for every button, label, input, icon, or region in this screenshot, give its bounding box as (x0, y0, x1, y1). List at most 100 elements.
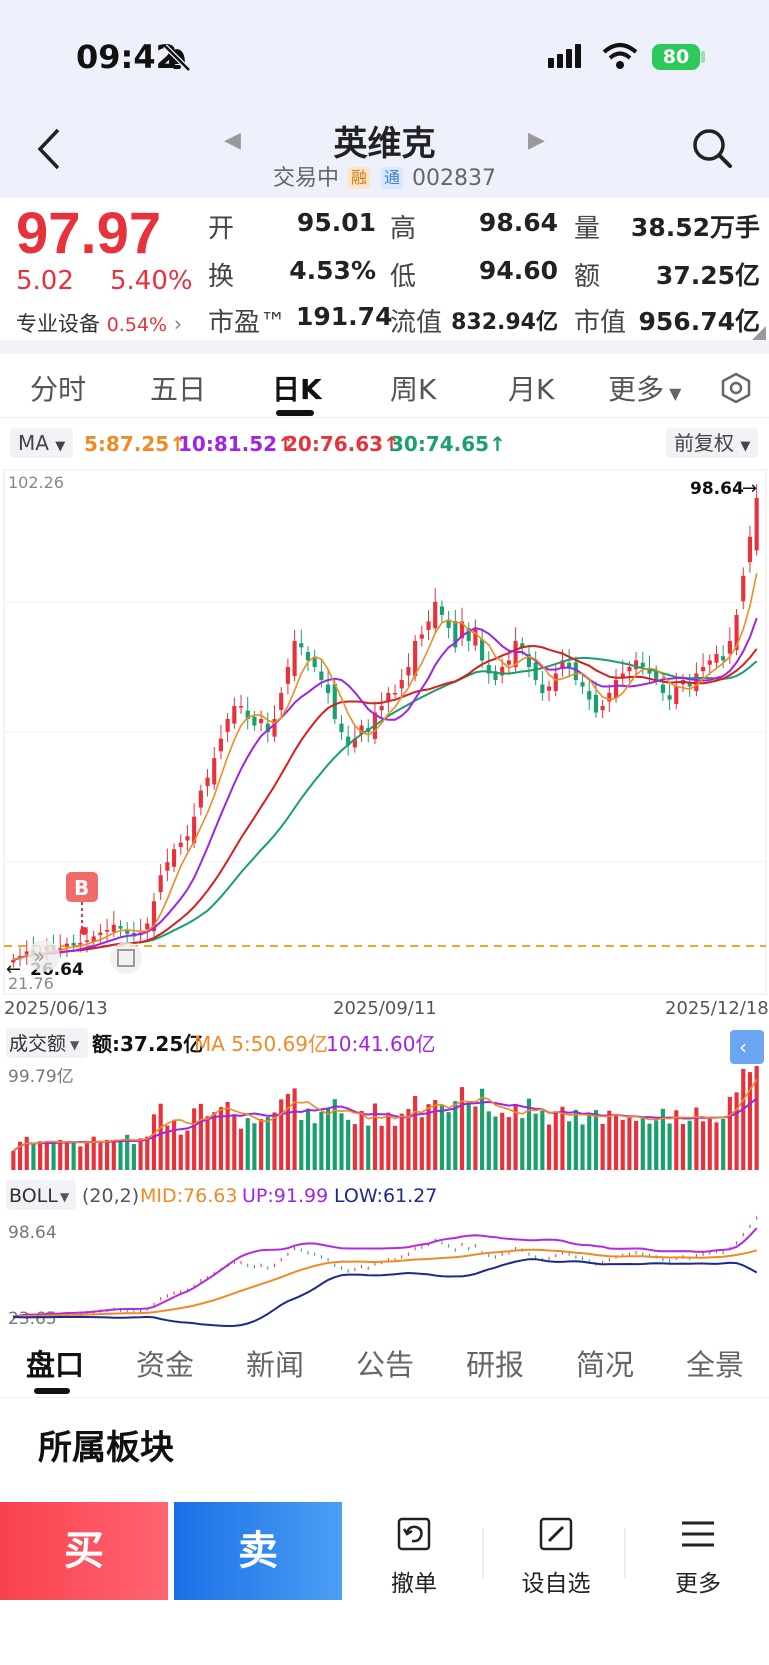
volume-ma10-line (12, 1097, 758, 1152)
candle-body (326, 684, 331, 694)
more-button[interactable]: 更多 (648, 1514, 748, 1598)
settings-hexagon-icon[interactable] (720, 372, 752, 404)
tab-overview[interactable]: 全景 (686, 1348, 745, 1382)
candle-body (486, 665, 491, 674)
adjust-selector[interactable]: 前复权 ▼ (666, 428, 759, 458)
volume-bar (747, 1072, 753, 1170)
candle-body (151, 901, 157, 932)
candle-body (466, 628, 471, 641)
volume-bar (533, 1113, 538, 1170)
tab-daily-k[interactable]: 日K (272, 373, 322, 406)
candle-body (500, 666, 505, 676)
volume-chart[interactable]: 成交额 ▼ 额:37.25亿 MA 5:50.69亿 10:41.60亿 ‹ 9… (0, 1024, 769, 1174)
fullscreen-button[interactable] (110, 942, 142, 974)
tab-monthly-k[interactable]: 月K (508, 373, 555, 406)
cancel-order-button[interactable]: 撤单 (364, 1514, 464, 1598)
tab-announcements[interactable]: 公告 (356, 1348, 415, 1382)
tab-more[interactable]: 更多 ▼ (608, 368, 681, 408)
candle-body (212, 758, 217, 785)
stock-header: ◀ 英维克 交易中 融 通 002837 ▶ (0, 110, 769, 198)
tab-profile[interactable]: 简况 (576, 1348, 635, 1382)
candle-body (701, 666, 706, 672)
tab-weekly-k[interactable]: 周K (390, 373, 437, 406)
volume-bar (218, 1107, 224, 1170)
tab-news[interactable]: 新闻 (246, 1348, 305, 1382)
separator (482, 1528, 484, 1578)
tab-order-book[interactable]: 盘口 (26, 1348, 85, 1382)
tab-research[interactable]: 研报 (466, 1348, 525, 1382)
volume-bar (486, 1111, 491, 1170)
volume-bar (654, 1120, 659, 1170)
volume-bar (399, 1113, 404, 1170)
ma20-value: 20:76.63↑ (284, 432, 400, 456)
volume-bar (198, 1103, 203, 1170)
x-date-start: 2025/06/13 (4, 998, 108, 1019)
volume-bar (319, 1111, 324, 1170)
volume-bar (379, 1125, 384, 1170)
back-button[interactable] (30, 124, 70, 174)
caret-down-icon: ▼ (60, 1190, 70, 1204)
boll-mid: MID:76.63 (140, 1185, 237, 1207)
volume-selector[interactable] (6, 1028, 88, 1058)
caret-down-icon: ▼ (55, 439, 66, 454)
scroll-left-button[interactable]: » (28, 940, 60, 972)
volume-bar (707, 1117, 712, 1170)
kline-chart[interactable]: 102.26 21.76 98.64 → ← 26.64 B » 2025/06… (0, 466, 769, 1022)
field-value-float-cap: 832.94亿 (451, 310, 558, 335)
tab-capital[interactable]: 资金 (136, 1348, 195, 1382)
volume-bar (701, 1121, 706, 1170)
margin-badge: 融 (348, 167, 371, 189)
volume-selector-label: 成交额 (9, 1033, 66, 1055)
expand-corner-icon[interactable] (752, 326, 766, 340)
prev-stock-arrow[interactable]: ◀ (224, 128, 241, 153)
volume-bar (721, 1119, 726, 1170)
arrow-up-icon: ↑ (383, 432, 400, 456)
cancel-order-label: 撤单 (391, 1571, 437, 1597)
boll-chart[interactable]: BOLL ▼ (20,2) MID:76.63 UP:91.99 LOW:61.… (0, 1176, 769, 1330)
field-value-open: 95.01 (296, 208, 376, 237)
boll-selector[interactable] (6, 1180, 76, 1210)
candle-body (198, 790, 203, 808)
field-label-amount: 额 (574, 262, 601, 292)
candle-body (593, 694, 599, 713)
add-watchlist-button[interactable]: 设自选 (506, 1514, 606, 1598)
tab-five-day[interactable]: 五日 (150, 373, 207, 406)
search-icon[interactable] (690, 126, 734, 170)
candle-body (480, 639, 485, 661)
field-label-low: 低 (390, 262, 417, 292)
next-stock-arrow[interactable]: ▶ (528, 128, 545, 153)
candle-body (553, 673, 558, 692)
buy-button[interactable]: 买 (0, 1502, 168, 1600)
stock-name: 英维克 (333, 124, 436, 164)
volume-bar (433, 1100, 438, 1170)
volume-bar (259, 1119, 264, 1170)
volume-bar (520, 1118, 525, 1170)
sector-link[interactable]: 专业设备 0.54% › (16, 308, 182, 338)
volume-bar (426, 1104, 431, 1170)
separator (624, 1528, 626, 1578)
candle-body (613, 679, 619, 698)
volume-bar (158, 1103, 163, 1170)
ma-selector[interactable]: MA ▼ (10, 428, 74, 458)
volume-bar (44, 1143, 49, 1170)
candle-body (627, 666, 632, 672)
arrow-up-icon: ↑ (489, 432, 506, 456)
tab-intraday[interactable]: 分时 (30, 373, 87, 406)
candle-body (439, 606, 444, 615)
candle-body (259, 719, 264, 724)
volume-bar (660, 1108, 665, 1170)
candle-body (285, 666, 290, 684)
collapse-panel-button[interactable] (730, 1030, 764, 1064)
arrow-right-icon: → (742, 478, 757, 499)
volume-bar (573, 1109, 578, 1170)
candle-body (526, 654, 532, 667)
buy-signal-marker[interactable]: B (66, 872, 98, 935)
candle-body (218, 738, 224, 752)
volume-bar (352, 1124, 357, 1170)
candle-body (205, 777, 210, 787)
edit-icon (539, 1517, 573, 1551)
volume-bar (346, 1119, 351, 1170)
volume-bar (312, 1123, 317, 1170)
volume-ma10: 10:41.60亿 (326, 1032, 435, 1056)
sell-button[interactable]: 卖 (174, 1502, 342, 1600)
